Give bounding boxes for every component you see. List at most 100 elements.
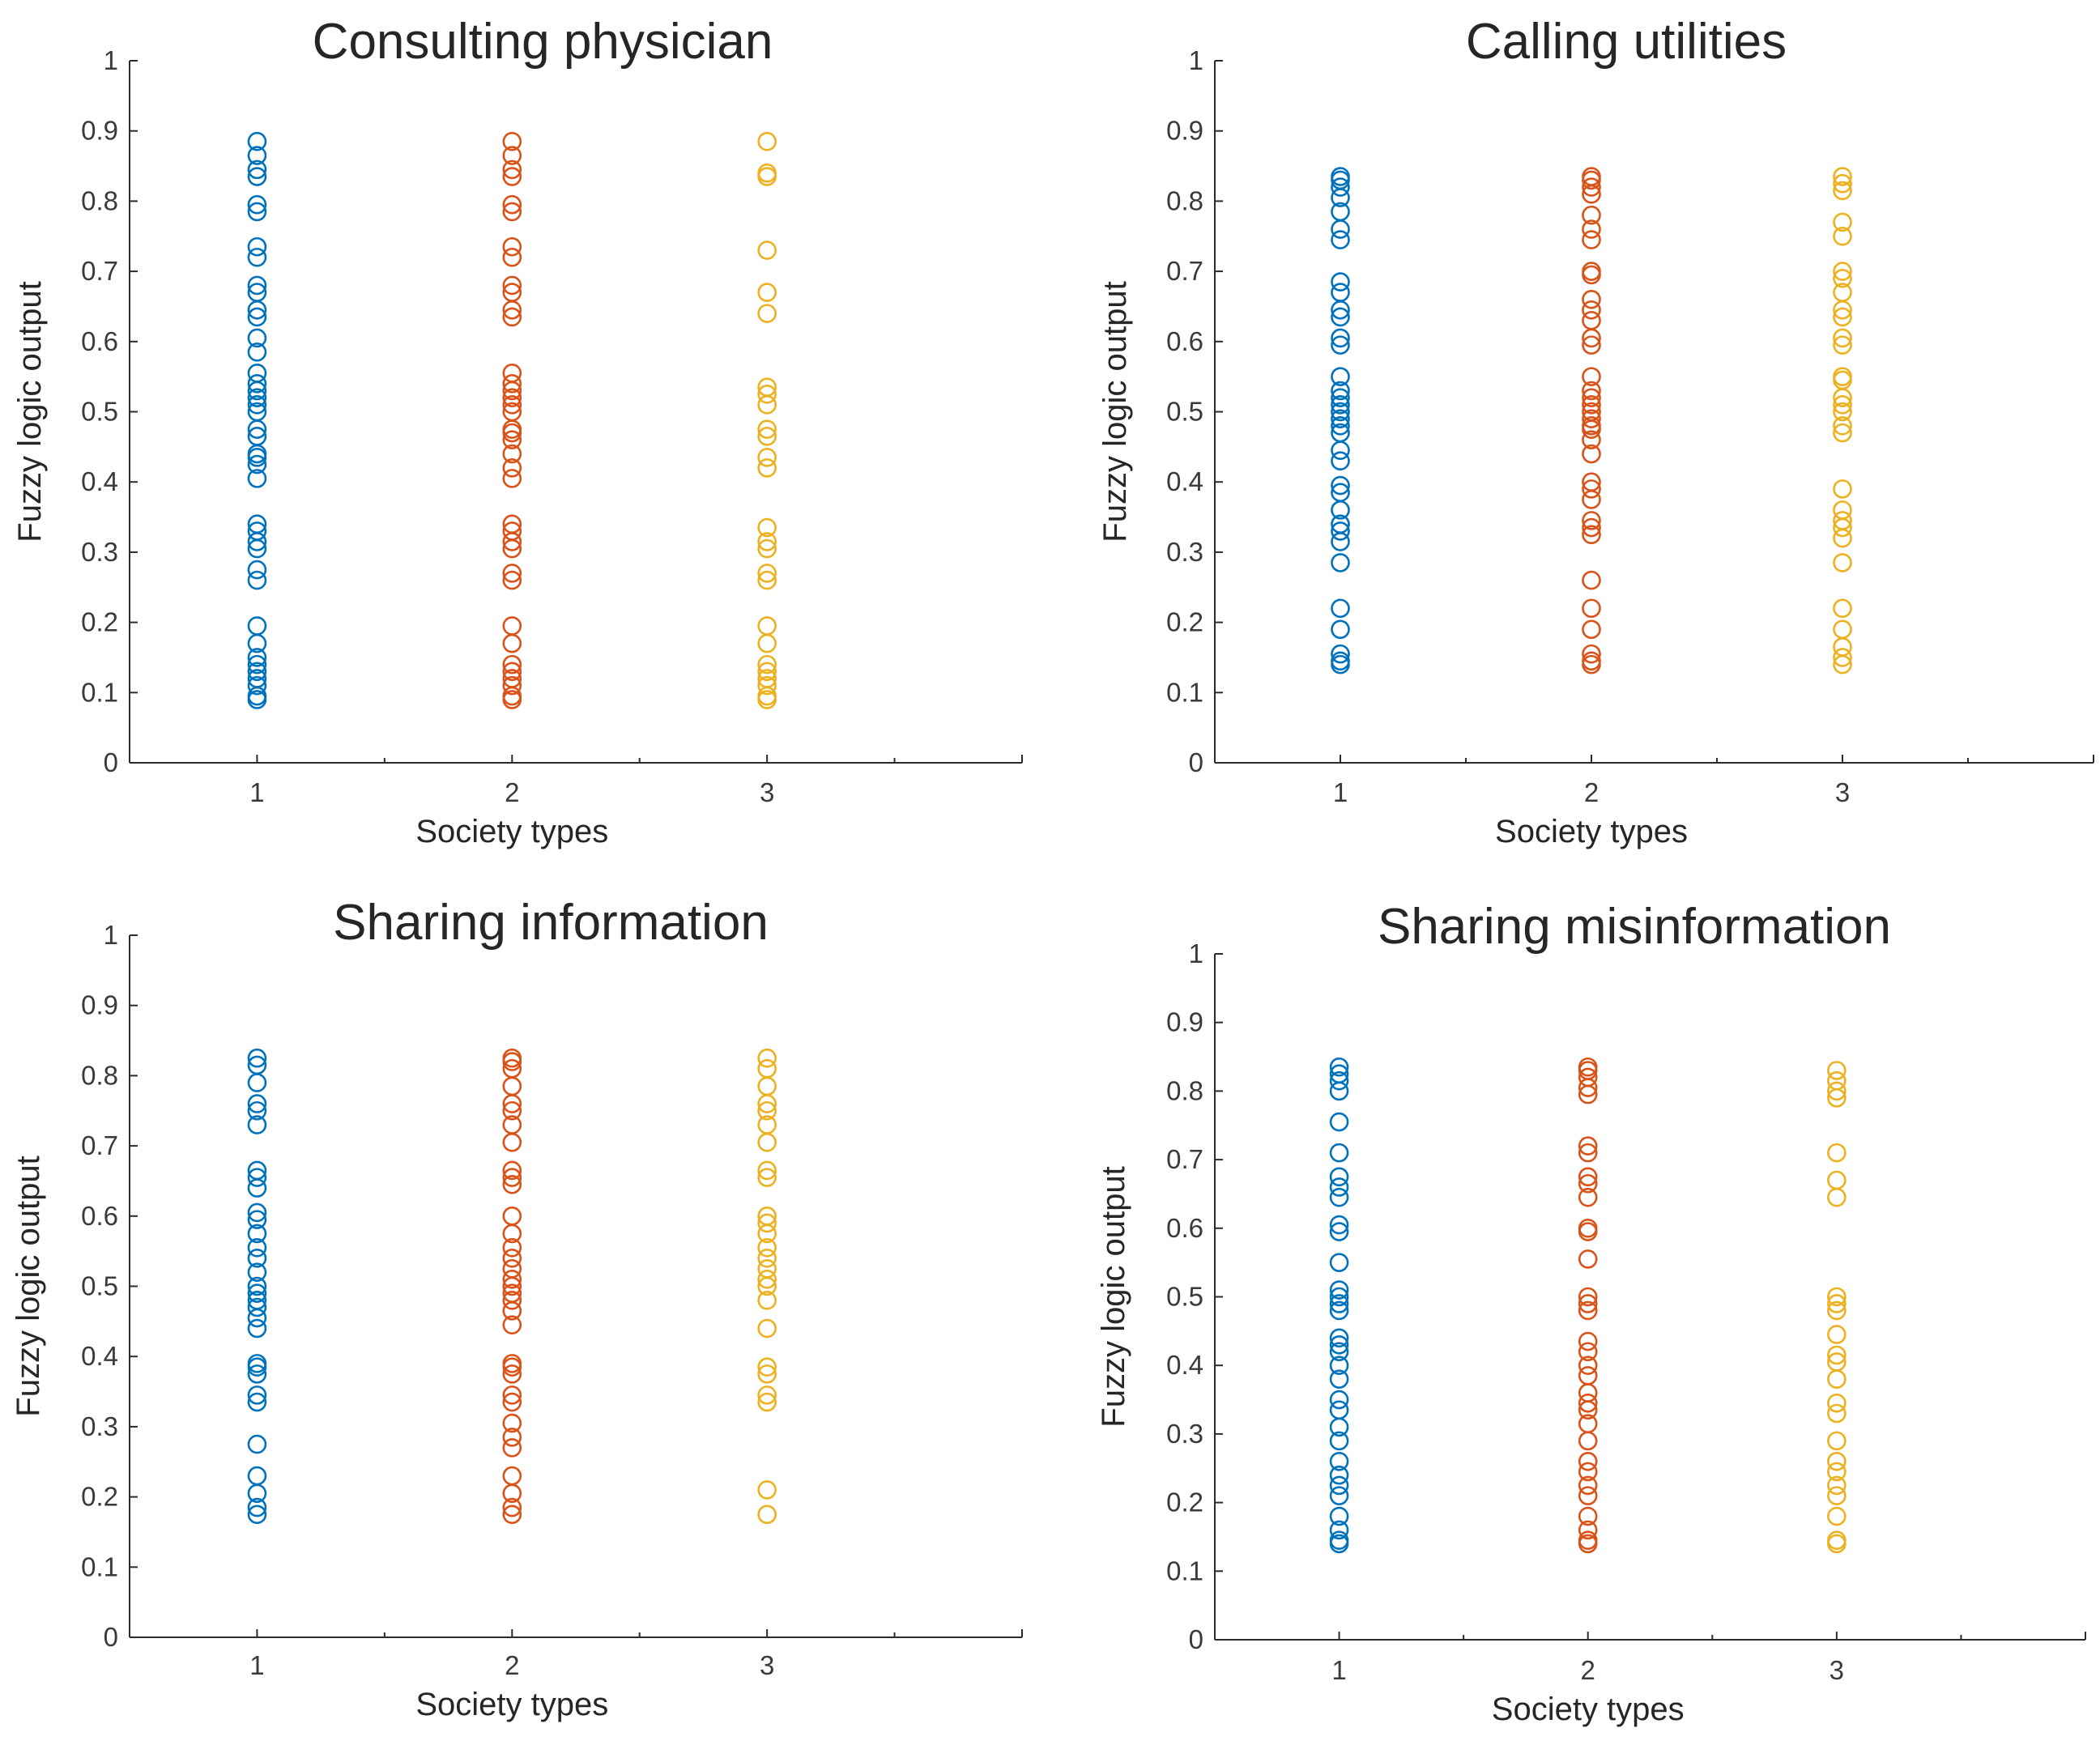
data-point-type-2 (1582, 409, 1601, 428)
y-tick-label: 0 (1189, 747, 1203, 777)
data-point-type-1 (1331, 521, 1350, 541)
data-point-type-2 (1578, 1300, 1598, 1321)
data-point-type-1 (247, 146, 267, 165)
data-point-type-3 (1833, 402, 1852, 422)
y-tick-label: 0.9 (1166, 1007, 1203, 1037)
data-point-type-1 (247, 654, 267, 675)
data-point-type-2 (502, 194, 522, 215)
data-point-type-3 (1833, 367, 1852, 386)
y-tick-label: 0.6 (1166, 1213, 1203, 1243)
data-point-type-1 (247, 160, 267, 180)
data-point-type-2 (502, 1048, 522, 1068)
data-point-type-3 (1827, 1081, 1847, 1101)
data-point-type-1 (247, 1385, 267, 1405)
chart-panel-1: 0 0.1 0.2 0.3 0.4 0.5 0.6 0.7 0.8 0.9 1 1 2 3 Consulti… (12, 14, 1023, 849)
data-point-type-1 (1329, 1400, 1349, 1420)
data-point-type-1 (247, 236, 267, 257)
data-point-type-1 (1329, 1475, 1349, 1496)
data-point-type-2 (502, 654, 522, 675)
data-point-type-1 (1331, 514, 1350, 534)
data-point-type-3 (1827, 1403, 1847, 1424)
data-point-type-3 (1833, 307, 1852, 327)
data-point-type-3 (1833, 335, 1852, 355)
y-tick-label: 0.4 (1166, 466, 1203, 496)
data-point-type-1 (1331, 272, 1350, 292)
data-point-type-2 (502, 1058, 522, 1079)
data-point-type-2 (502, 364, 522, 383)
data-point-type-2 (502, 146, 522, 165)
data-point-type-2 (502, 131, 522, 151)
data-point-type-3 (757, 564, 777, 583)
data-point-type-1 (1331, 402, 1350, 422)
data-point-type-1 (247, 343, 267, 362)
data-point-type-2 (1582, 205, 1601, 225)
data-point-type-3 (1833, 395, 1852, 415)
data-point-type-3 (757, 1168, 777, 1187)
y-tick-label: 0.3 (1166, 537, 1203, 567)
data-point-type-3 (1827, 1287, 1847, 1307)
data-point-type-1 (247, 1466, 267, 1486)
data-point-type-3 (757, 1160, 777, 1181)
data-point-type-1 (1331, 441, 1350, 460)
x-tick-label: 3 (760, 777, 774, 807)
x-tick-label: 1 (249, 777, 264, 807)
data-point-type-3 (757, 1048, 777, 1068)
data-point-type-2 (502, 1505, 522, 1525)
data-point-type-3 (1833, 268, 1852, 288)
data-point-type-2 (1582, 416, 1601, 436)
x-tick-label: 1 (1333, 777, 1348, 807)
data-point-type-3 (1827, 1300, 1847, 1321)
data-point-type-3 (757, 1357, 777, 1377)
data-point-type-3 (757, 163, 777, 183)
data-point-type-2 (502, 388, 522, 407)
data-point-type-2 (502, 669, 522, 688)
data-point-type-2 (502, 402, 522, 422)
data-point-type-3 (757, 1207, 777, 1226)
data-point-type-2 (502, 1174, 522, 1194)
data-point-type-2 (1578, 1506, 1598, 1526)
data-point-type-3 (1827, 1070, 1847, 1091)
data-point-type-1 (247, 247, 267, 267)
data-point-type-2 (1578, 1431, 1598, 1451)
data-point-type-3 (757, 532, 777, 551)
data-point-type-3 (757, 570, 777, 590)
data-point-type-2 (502, 275, 522, 296)
data-point-type-3 (1833, 423, 1852, 443)
data-point-type-2 (1578, 1187, 1598, 1207)
data-point-type-2 (1578, 1366, 1598, 1385)
data-point-type-2 (1582, 479, 1601, 499)
data-point-type-1 (247, 1168, 267, 1187)
data-point-type-1 (247, 669, 267, 688)
data-point-type-1 (1331, 598, 1350, 619)
data-point-type-3 (1833, 648, 1852, 667)
data-point-type-2 (502, 1168, 522, 1187)
data-point-type-2 (1578, 1067, 1598, 1087)
data-point-type-2 (502, 1428, 522, 1447)
data-point-type-2 (1578, 1057, 1598, 1077)
y-tick-label: 0.5 (1166, 1282, 1203, 1312)
data-point-type-2 (502, 1392, 522, 1412)
data-point-type-1 (247, 1238, 267, 1258)
x-axis-label: Society types (415, 814, 608, 849)
data-point-type-1 (1331, 483, 1350, 503)
y-tick-label: 0 (104, 747, 118, 777)
data-point-type-3 (757, 1392, 777, 1412)
data-point-type-1 (1329, 1294, 1349, 1313)
chart-panel-4: 0 0.1 0.2 0.3 0.4 0.5 0.6 0.7 0.8 0.9 1 1 2 3 Sharing … (1096, 899, 2086, 1727)
data-point-type-3 (1827, 1431, 1847, 1451)
x-tick-label: 2 (505, 777, 519, 807)
data-point-type-1 (247, 1224, 267, 1244)
data-point-type-3 (1827, 1530, 1847, 1550)
data-point-type-2 (1582, 219, 1601, 239)
data-point-type-3 (757, 1318, 777, 1339)
x-axis-label: Society types (1495, 814, 1688, 849)
data-point-type-1 (1329, 1506, 1349, 1526)
data-point-type-1 (247, 374, 267, 394)
data-point-type-1 (247, 364, 267, 383)
data-point-type-2 (502, 1207, 522, 1226)
data-point-type-1 (247, 675, 267, 696)
data-point-type-2 (502, 1385, 522, 1405)
data-point-type-2 (502, 374, 522, 394)
data-point-type-1 (1329, 1334, 1349, 1355)
series-society-type-1 (1329, 1057, 1349, 1554)
